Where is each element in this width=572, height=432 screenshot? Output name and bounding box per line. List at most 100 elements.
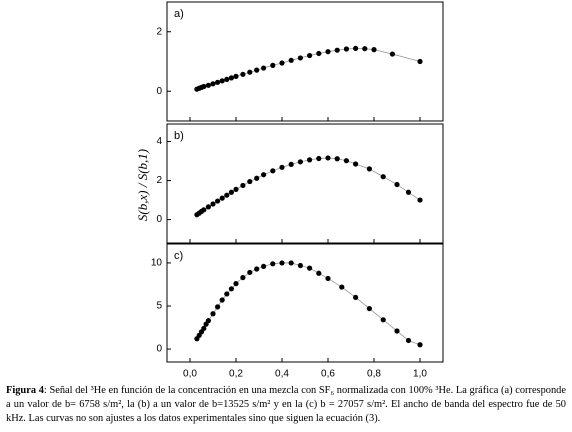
- data-point: [288, 260, 294, 266]
- data-point: [366, 166, 372, 172]
- data-point: [247, 178, 253, 185]
- data-point: [247, 69, 253, 75]
- data-point: [228, 75, 234, 81]
- caption-label: Figura 4: [6, 385, 44, 396]
- data-point: [219, 78, 225, 84]
- data-point: [205, 318, 211, 324]
- panel-label: a): [174, 8, 184, 20]
- data-point: [279, 260, 285, 266]
- y-tick-label: 2: [156, 175, 162, 186]
- data-point: [380, 174, 386, 180]
- data-point: [270, 261, 276, 267]
- data-point: [325, 49, 331, 55]
- plot-frame: [166, 1, 444, 122]
- data-point: [233, 186, 239, 192]
- data-point: [334, 156, 340, 162]
- x-tick-label: 0,8: [367, 369, 381, 380]
- data-point: [261, 172, 267, 178]
- data-point: [279, 60, 285, 66]
- data-point: [270, 62, 276, 68]
- data-point: [254, 67, 260, 73]
- data-point: [224, 291, 230, 297]
- data-point: [224, 76, 230, 82]
- data-point: [325, 155, 331, 161]
- x-tick-label: 0,6: [321, 369, 335, 380]
- y-tick-label: 0: [156, 214, 162, 225]
- data-point: [417, 197, 423, 203]
- data-point: [233, 73, 239, 79]
- panel-label: c): [174, 250, 183, 262]
- data-point: [279, 164, 285, 170]
- data-point: [353, 45, 359, 52]
- data-point: [261, 65, 267, 71]
- y-tick-label: 0: [156, 86, 162, 97]
- data-point: [307, 52, 313, 59]
- y-tick-label: 5: [156, 301, 162, 312]
- data-point: [366, 305, 372, 312]
- data-point: [215, 198, 221, 204]
- data-point: [240, 182, 246, 189]
- y-tick-label: 10: [151, 258, 163, 269]
- data-point: [228, 189, 234, 195]
- data-point: [215, 79, 221, 85]
- data-point: [417, 342, 423, 348]
- curve: [196, 157, 421, 216]
- data-point: [210, 311, 216, 317]
- data-point: [288, 161, 294, 167]
- data-point: [362, 46, 368, 52]
- data-point: [339, 284, 345, 290]
- data-point: [325, 275, 331, 282]
- data-point: [210, 201, 216, 207]
- caption-text: : Señal del ³He en función de la concent…: [6, 385, 566, 424]
- data-point: [307, 265, 313, 271]
- x-tick-label: 0,2: [229, 369, 243, 380]
- data-point: [247, 269, 253, 276]
- data-point: [394, 181, 400, 188]
- panel-label: b): [174, 130, 184, 142]
- data-point: [270, 168, 276, 174]
- data-point: [316, 270, 322, 276]
- data-point: [205, 82, 211, 88]
- data-point: [201, 83, 207, 90]
- data-point: [224, 192, 230, 198]
- y-tick-label: 2: [156, 26, 162, 37]
- data-point: [405, 337, 412, 344]
- data-point: [228, 286, 234, 292]
- data-point: [297, 55, 303, 61]
- data-point: [343, 158, 349, 164]
- y-axis-label: S(b,x) / S(b,1): [135, 149, 150, 221]
- data-point: [417, 58, 423, 65]
- x-tick-label: 1,0: [413, 369, 427, 380]
- x-tick-label: 0,0: [183, 369, 197, 380]
- data-point: [240, 71, 246, 77]
- data-point: [371, 47, 377, 53]
- data-point: [201, 207, 207, 213]
- caption: Figura 4: Señal del ³He en función de la…: [6, 384, 566, 426]
- data-point: [233, 281, 239, 287]
- data-point: [254, 175, 260, 181]
- curve: [196, 262, 421, 346]
- figure: S(b,x) / S(b,1) a) 0 2 b) 0 2 4 c) 0 5 10 0,0 0,2 0,4…: [135, 1, 444, 380]
- plot-frame: [166, 243, 444, 363]
- data-point: [297, 159, 303, 165]
- data-point: [219, 297, 225, 303]
- data-point: [353, 161, 359, 167]
- y-tick-label: 0: [156, 344, 162, 355]
- data-point: [380, 317, 386, 323]
- x-tick-label: 0,4: [275, 369, 289, 380]
- data-point: [210, 81, 216, 87]
- y-tick-label: 4: [156, 136, 162, 147]
- data-point: [405, 189, 412, 195]
- data-point: [353, 294, 359, 301]
- data-point: [307, 157, 313, 163]
- data-point: [389, 51, 395, 57]
- data-point: [343, 46, 349, 52]
- data-point: [201, 325, 207, 332]
- data-point: [316, 50, 322, 57]
- data-point: [316, 155, 322, 162]
- data-point: [254, 266, 260, 272]
- data-point: [288, 57, 294, 63]
- data-point: [219, 195, 225, 201]
- data-point: [334, 47, 340, 53]
